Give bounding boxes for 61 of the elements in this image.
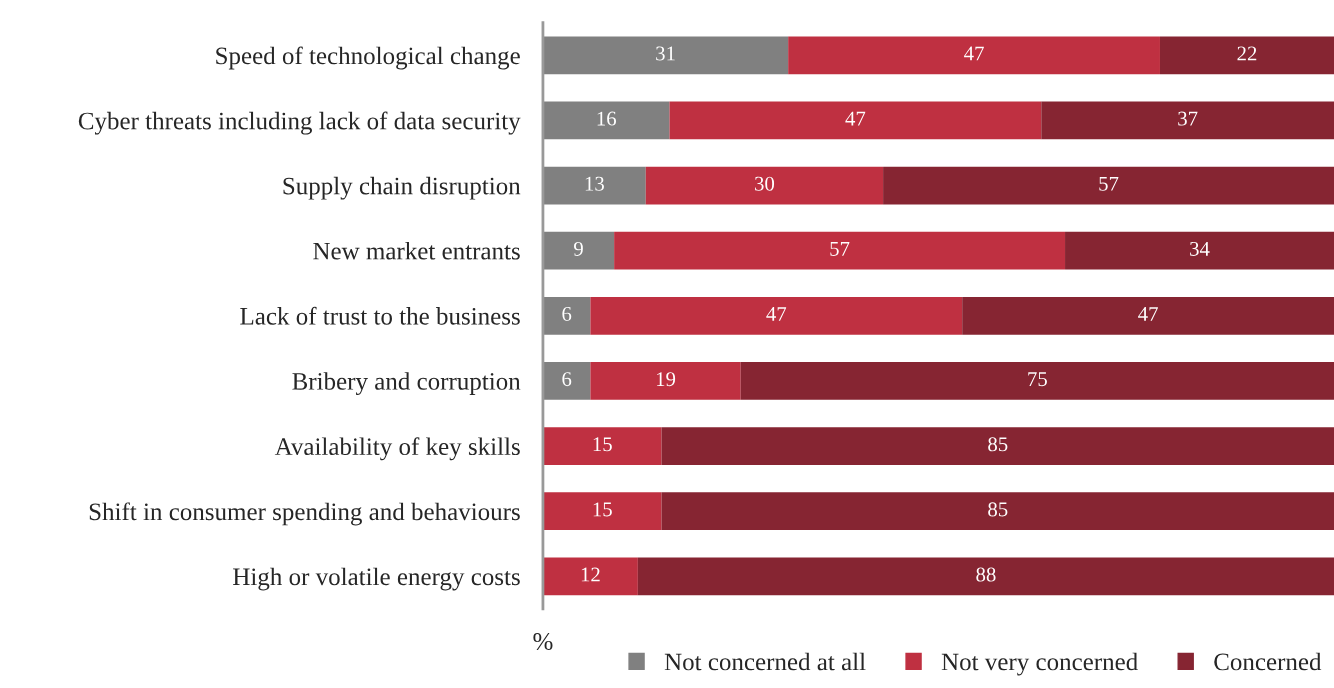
data-label: 30 xyxy=(755,176,775,191)
y-tick-label: Cyber threats including lack of data security xyxy=(78,111,521,135)
bar xyxy=(542,166,646,205)
legend-label: Not concerned at all xyxy=(664,652,866,671)
data-label: 31 xyxy=(656,46,675,61)
data-label: 57 xyxy=(830,242,850,256)
data-label: 19 xyxy=(656,372,676,387)
bar xyxy=(788,36,1160,75)
data-label: 85 xyxy=(988,502,1008,517)
y-tick-label: Bribery and corruption xyxy=(292,372,521,395)
y-tick-label: New market entrants xyxy=(313,241,520,260)
y-tick-label: Supply chain disruption xyxy=(283,176,521,200)
y-tick-label: Availability of key skills xyxy=(274,437,520,461)
data-label: 34 xyxy=(1190,241,1210,256)
data-label: 47 xyxy=(845,111,866,126)
bar xyxy=(669,101,1042,140)
bar xyxy=(542,36,789,75)
y-tick-label: Lack of trust to the business xyxy=(240,306,520,325)
data-label: 22 xyxy=(1237,46,1257,61)
x-axis-title: % xyxy=(533,633,553,650)
data-label: 12 xyxy=(581,567,600,582)
data-label: 47 xyxy=(964,46,984,61)
bar xyxy=(637,557,1334,596)
data-label: 6 xyxy=(562,372,572,387)
bar xyxy=(590,296,963,335)
data-label: 88 xyxy=(976,567,996,582)
bar xyxy=(962,296,1334,335)
data-label: 47 xyxy=(1138,307,1158,321)
data-label: 16 xyxy=(597,111,617,126)
legend-label: Concerned xyxy=(1214,652,1322,671)
bar xyxy=(1065,231,1334,270)
bar xyxy=(740,362,1334,400)
data-label: 47 xyxy=(766,307,787,321)
bar xyxy=(614,231,1066,270)
legend-label: Not very concerned xyxy=(941,652,1138,676)
bar xyxy=(590,362,741,400)
data-label: 37 xyxy=(1178,111,1198,126)
y-tick-label: Speed of technological change xyxy=(216,46,520,70)
data-label: 6 xyxy=(562,307,572,322)
bar xyxy=(661,492,1334,531)
bar xyxy=(1041,101,1334,140)
data-label: 15 xyxy=(593,502,612,517)
data-label: 15 xyxy=(593,437,612,452)
bar xyxy=(542,557,638,596)
bar xyxy=(542,492,662,531)
data-label: 75 xyxy=(1028,372,1047,387)
bar xyxy=(542,296,591,335)
data-label: 9 xyxy=(574,241,583,256)
bar xyxy=(883,166,1334,205)
data-label: 57 xyxy=(1099,176,1119,191)
data-label: 13 xyxy=(585,176,604,191)
bar xyxy=(542,231,615,270)
bar xyxy=(1159,36,1334,75)
bar xyxy=(542,362,591,400)
bar xyxy=(661,427,1334,465)
bar xyxy=(542,101,670,140)
bar xyxy=(645,166,884,205)
y-tick-label: Shift in consumer spending and behaviours xyxy=(89,502,520,526)
data-label: 85 xyxy=(988,437,1008,452)
bar xyxy=(542,427,662,465)
y-tick-label: High or volatile energy costs xyxy=(233,567,520,591)
